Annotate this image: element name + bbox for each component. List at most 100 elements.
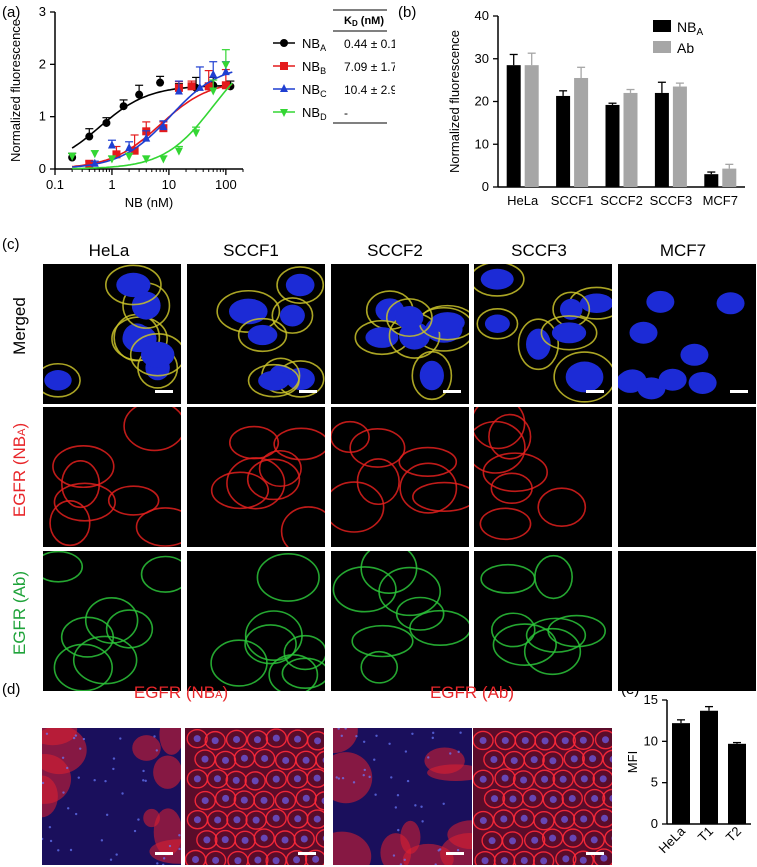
nucleus <box>680 343 709 366</box>
y-axis-label: MFI <box>625 751 640 773</box>
panel-label-c: (c) <box>2 236 20 253</box>
nucleus-dot <box>162 857 166 860</box>
y-tick-label: 40 <box>475 8 489 23</box>
cell-membrane <box>412 481 469 512</box>
cell-membrane <box>488 413 532 460</box>
cell-membrane <box>360 551 418 594</box>
nucleus <box>240 754 248 762</box>
cell-outline <box>315 828 324 848</box>
cell-membrane <box>210 471 270 510</box>
bar <box>704 174 719 187</box>
fit-curve <box>72 82 233 170</box>
nucleus <box>509 837 517 845</box>
tissue-region <box>143 808 160 828</box>
nucleus <box>232 776 240 784</box>
nucleus <box>272 734 280 742</box>
cell-outline <box>204 850 227 865</box>
cell-outline <box>594 729 612 750</box>
nucleus-dot <box>459 731 462 734</box>
data-point <box>204 82 213 91</box>
nucleus-dot <box>72 736 76 740</box>
nucleus-dot <box>362 773 365 777</box>
nucleus <box>531 836 539 844</box>
cell-outline <box>186 728 208 749</box>
nucleus <box>500 857 508 865</box>
panel-label-a: (a) <box>2 4 21 21</box>
kd-value: 0.44 ± 0.1 <box>344 37 395 51</box>
nucleus-dot <box>421 820 424 823</box>
nucleus <box>570 755 578 763</box>
nucleus-dot <box>337 728 340 730</box>
nucleus <box>314 737 322 745</box>
nucleus <box>601 814 609 822</box>
cell-membrane <box>123 407 181 452</box>
tissue-section-1 <box>185 728 324 865</box>
y-tick-label: 2 <box>39 56 46 71</box>
cell-outline <box>306 809 324 829</box>
cell-outline <box>196 830 218 850</box>
nucleus <box>526 328 551 360</box>
cell-outline <box>274 830 296 850</box>
cell-membrane <box>229 425 280 460</box>
data-point <box>68 152 77 161</box>
micrograph-merged-2 <box>331 264 469 404</box>
nucleus-dot <box>403 858 406 861</box>
nucleus-dot <box>363 768 366 772</box>
bar <box>672 723 690 824</box>
nucleus <box>193 775 201 783</box>
nucleus <box>541 737 549 745</box>
tissue-region <box>400 820 421 854</box>
nucleus <box>322 835 324 842</box>
cell-outline <box>293 829 315 849</box>
data-point <box>107 140 116 149</box>
cell-outline <box>593 808 612 828</box>
nucleus <box>260 796 268 804</box>
x-tick-label: 100 <box>215 177 237 192</box>
cell-outline <box>523 749 545 770</box>
cell-membrane <box>474 264 525 297</box>
cell-outline <box>562 828 584 848</box>
cell-membrane <box>52 445 115 489</box>
cell-membrane <box>49 500 91 547</box>
nucleus-dot <box>79 747 82 750</box>
cell-outline <box>253 748 276 769</box>
nucleus <box>44 370 72 391</box>
cell-membrane <box>517 318 560 371</box>
tissue-section-2 <box>333 728 472 865</box>
legend-label: NBA <box>677 19 703 38</box>
scale-bar <box>446 852 464 855</box>
tissue-section-3 <box>473 728 612 865</box>
cell-outline <box>553 809 576 830</box>
column-head-sccf3: SCCF3 <box>511 241 567 260</box>
nucleus-dot <box>57 849 60 852</box>
nucleus <box>549 834 557 842</box>
nucleus <box>285 273 315 297</box>
nucleus-dot <box>406 779 410 783</box>
nucleus-dot <box>335 776 338 779</box>
cell-outline <box>532 851 555 865</box>
cell-outline <box>542 789 564 810</box>
cell-outline <box>265 769 287 789</box>
cell-membrane <box>332 566 397 613</box>
nucleus-dot <box>362 740 366 743</box>
cell-membrane <box>474 420 526 474</box>
cell-outline <box>512 770 535 790</box>
nucleus <box>222 794 230 802</box>
nucleus <box>658 368 687 391</box>
cell-outline <box>473 730 494 751</box>
cell-outline <box>295 788 317 808</box>
tissue-region <box>440 833 472 865</box>
cell-membrane <box>107 485 160 516</box>
legend-label: Ab <box>677 40 694 56</box>
nucleus <box>520 857 528 865</box>
cell-outline <box>583 788 606 809</box>
nucleus-dot <box>42 781 45 785</box>
micrograph-green-2 <box>331 551 469 691</box>
cell-outline <box>501 831 524 851</box>
legend-label: NBD <box>302 105 327 122</box>
tissue-region <box>159 728 181 755</box>
nucleus <box>501 774 509 782</box>
column-head-sccf1: SCCF1 <box>223 241 279 260</box>
data-point <box>85 132 94 141</box>
nucleus <box>580 775 588 783</box>
